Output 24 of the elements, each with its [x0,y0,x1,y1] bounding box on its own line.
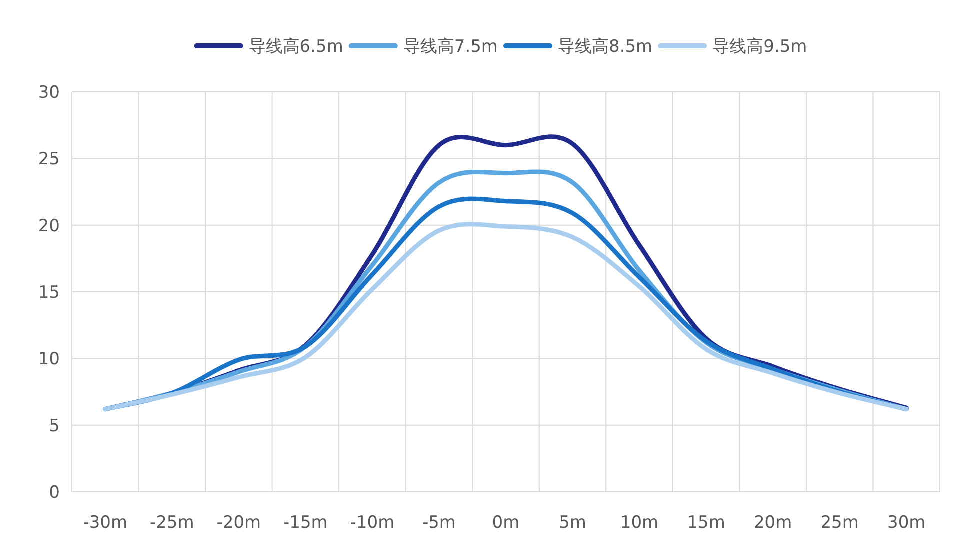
y-tick-label: 25 [38,150,60,170]
y-tick-label: 10 [38,350,60,370]
x-tick-label: 10m [620,513,659,533]
legend-label: 导线高6.5m [248,37,344,57]
y-tick-label: 15 [38,283,60,303]
x-tick-label: 5m [559,513,586,533]
x-tick-label: 25m [820,513,859,533]
x-tick-label: -25m [150,513,194,533]
legend-label: 导线高9.5m [712,37,808,57]
legend-label: 导线高7.5m [403,37,498,57]
x-tick-label: 15m [687,513,726,533]
x-tick-label: -20m [216,513,262,533]
y-tick-label: 20 [38,216,60,236]
x-tick-label: -5m [422,513,456,533]
x-tick-label: 0m [492,513,520,533]
x-tick-label: -30m [83,513,128,533]
y-tick-label: 0 [49,483,60,503]
y-tick-label: 30 [38,83,60,103]
legend-label: 导线高8.5m [558,37,653,57]
x-tick-label: -10m [350,513,395,533]
x-tick-label: 30m [888,513,926,533]
y-tick-label: 5 [49,416,60,436]
x-tick-label: 20m [754,513,792,533]
x-tick-label: -15m [284,513,328,533]
